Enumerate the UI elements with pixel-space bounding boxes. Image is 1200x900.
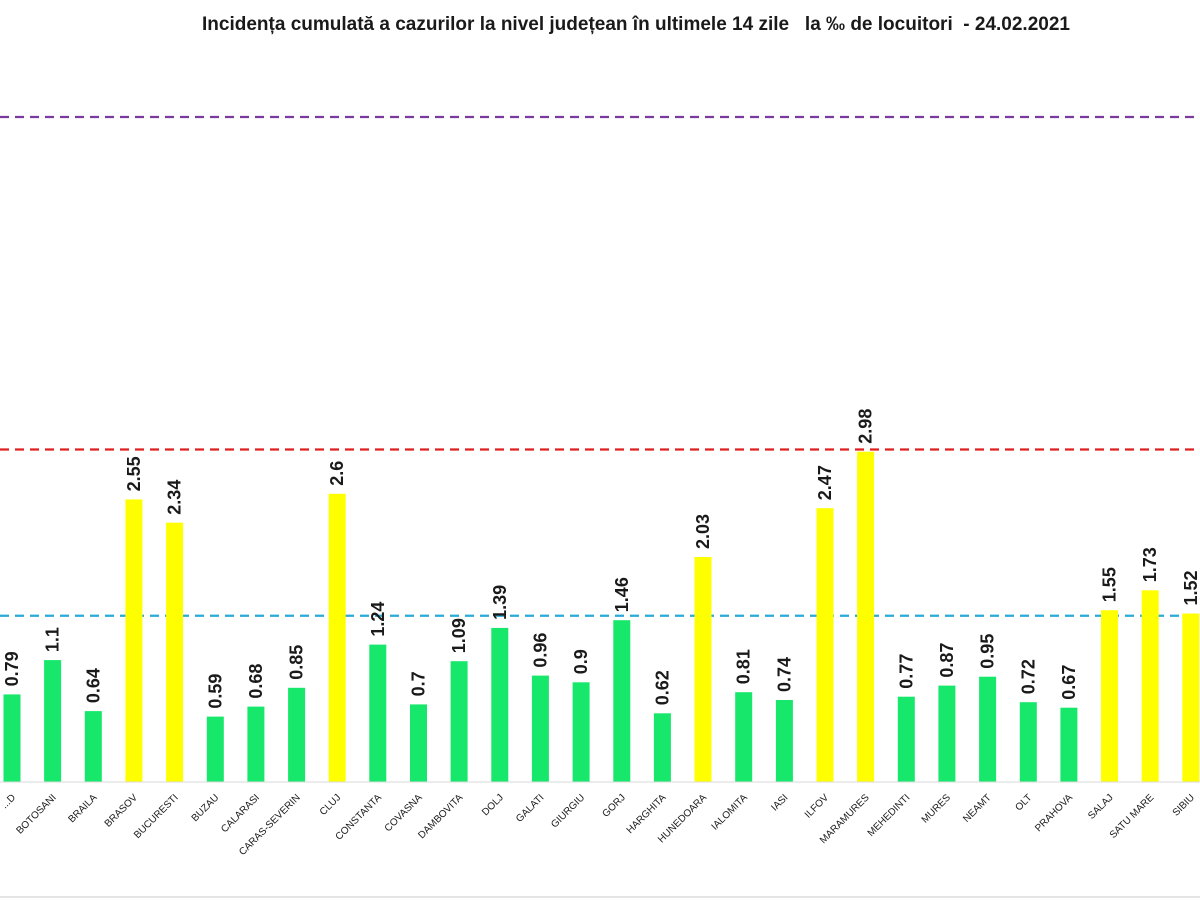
category-label-3: BRASOV [103, 792, 140, 829]
category-label-6: CALARASI [219, 792, 262, 835]
value-label-17: 2.03 [693, 514, 713, 549]
value-label-26: 0.67 [1059, 665, 1079, 700]
bar-17 [694, 557, 712, 782]
chart-title: Incidența cumulată a cazurilor la nivel … [202, 14, 1070, 35]
value-label-11: 1.09 [449, 618, 469, 653]
value-label-9: 1.24 [368, 602, 388, 637]
bar-5 [206, 716, 224, 782]
bar-23 [938, 685, 956, 782]
bar-13 [531, 675, 549, 782]
value-label-1: 1.1 [43, 627, 63, 652]
category-label-2: BRAILA [66, 792, 99, 825]
value-label-0: 0.79 [2, 651, 22, 686]
category-label-12: DOLJ [480, 792, 506, 818]
value-label-4: 2.34 [165, 480, 185, 515]
value-label-12: 1.39 [490, 585, 510, 620]
bar-19 [775, 700, 793, 782]
value-label-27: 1.55 [1100, 567, 1120, 602]
value-label-2: 0.64 [83, 668, 103, 703]
bar-27 [1101, 610, 1118, 782]
category-label-16: HARGHITA [625, 792, 669, 836]
value-label-23: 0.87 [937, 643, 957, 678]
bar-8 [328, 493, 346, 782]
category-label-15: GORJ [600, 792, 627, 819]
category-label-20: ILFOV [803, 792, 831, 820]
value-label-10: 0.7 [409, 671, 429, 696]
category-label-0: ...D [0, 792, 18, 811]
bar-7 [288, 687, 306, 782]
value-label-29: 1.52 [1181, 570, 1200, 605]
category-label-26: PRAHOVA [1033, 792, 1075, 834]
bar-22 [897, 696, 915, 782]
bar-10 [410, 704, 427, 782]
bar-6 [247, 706, 265, 782]
value-label-13: 0.96 [530, 633, 550, 668]
category-label-23: MURES [920, 792, 954, 826]
category-label-19: IASI [769, 792, 790, 813]
bar-0 [3, 694, 21, 782]
bar-25 [1019, 702, 1037, 782]
bar-1 [44, 660, 62, 782]
value-label-5: 0.59 [205, 674, 225, 709]
value-label-16: 0.62 [652, 670, 672, 705]
bar-4 [166, 522, 184, 782]
bar-15 [613, 620, 631, 782]
category-label-8: CLUJ [318, 792, 343, 817]
value-label-3: 2.55 [124, 456, 144, 491]
bar-29 [1182, 613, 1200, 782]
value-label-14: 0.9 [571, 649, 591, 674]
value-label-15: 1.46 [612, 577, 632, 612]
bar-16 [653, 713, 671, 782]
bar-14 [572, 682, 590, 783]
category-label-10: COVASNA [383, 792, 425, 834]
category-label-18: IALOMITA [710, 792, 750, 832]
category-label-29: SIBIU [1171, 792, 1197, 818]
value-label-8: 2.6 [327, 461, 347, 486]
value-label-7: 0.85 [287, 645, 307, 680]
category-label-28: SATU MARE [1108, 792, 1157, 841]
bar-9 [369, 644, 387, 782]
bar-3 [125, 499, 143, 782]
value-label-6: 0.68 [246, 664, 266, 699]
category-label-5: BUZAU [190, 792, 222, 824]
value-label-22: 0.77 [896, 654, 916, 689]
value-label-21: 2.98 [856, 409, 876, 444]
bar-24 [979, 676, 997, 782]
value-label-18: 0.81 [734, 649, 754, 684]
value-label-19: 0.74 [774, 657, 794, 692]
category-label-1: BOTOSANI [15, 792, 59, 836]
category-label-14: GIURGIU [549, 792, 587, 830]
value-label-24: 0.95 [978, 634, 998, 669]
category-label-27: SALAJ [1086, 792, 1115, 821]
value-label-25: 0.72 [1018, 659, 1038, 694]
category-label-13: GALATI [514, 792, 546, 824]
category-label-24: NEAMT [961, 792, 994, 825]
bar-28 [1141, 590, 1159, 782]
bar-12 [491, 627, 509, 782]
bar-11 [450, 661, 468, 782]
bar-18 [735, 692, 753, 782]
value-label-20: 2.47 [815, 465, 835, 500]
bar-20 [816, 508, 834, 782]
category-label-25: OLT [1013, 792, 1034, 813]
bar-2 [84, 711, 102, 782]
bar-26 [1060, 707, 1078, 782]
category-label-22: MEHEDINTI [866, 792, 913, 839]
bar-21 [857, 451, 875, 782]
value-label-28: 1.73 [1140, 547, 1160, 582]
